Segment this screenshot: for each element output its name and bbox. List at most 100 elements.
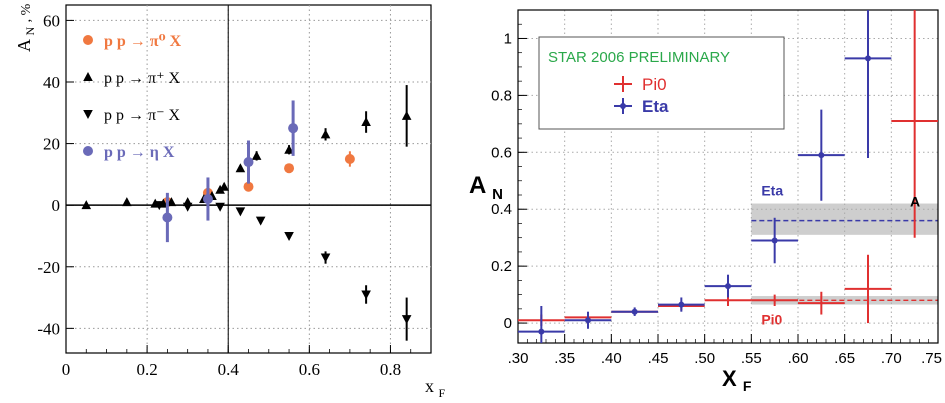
left-legend-label: p p → π⁺ X <box>104 70 181 87</box>
right-x-tick-label: .55 <box>741 350 762 367</box>
right-edge-label: A <box>910 193 920 209</box>
data-point <box>867 287 869 290</box>
left-y-tick-label: 40 <box>43 73 60 92</box>
left-x-tick-label: 0 <box>62 360 71 379</box>
left-x-tick-label: 0.2 <box>136 360 157 379</box>
left-y-tick-label: 0 <box>52 196 61 215</box>
data-point <box>344 153 355 164</box>
data-point <box>284 163 295 174</box>
right-chart: Eta Pi0 .30 .35 .40 .45 .50 .55 .60 .65 .70 .75 0 0.… <box>469 9 942 394</box>
left-series-p-p-x <box>162 100 299 243</box>
data-point <box>361 117 371 127</box>
left-tick-labels: 0 0.2 0.4 0.6 0.8 -40 -20 0 20 40 60 <box>37 11 401 379</box>
data-point <box>162 212 173 223</box>
data-point <box>166 197 177 207</box>
right-x-axis-label: X F <box>722 366 752 394</box>
data-point <box>320 129 331 139</box>
data-point <box>243 181 254 192</box>
right-x-tick-label: .60 <box>788 350 809 367</box>
data-point <box>182 202 193 212</box>
left-series <box>81 85 412 341</box>
right-x-tick-label: .40 <box>601 350 622 367</box>
right-x-tick-label: .45 <box>648 350 669 367</box>
left-y-tick-label: 20 <box>43 135 60 154</box>
data-point <box>235 163 246 173</box>
left-legend-entry: p p → π⁰ X <box>83 33 182 50</box>
right-band-label: Pi0 <box>761 312 782 328</box>
left-y-axis-label: A N , % <box>14 3 38 52</box>
left-legend-entry: p p → π⁺ X <box>83 70 181 87</box>
right-legend-label: Eta <box>642 97 669 116</box>
left-legend-marker <box>83 35 93 45</box>
left-series-p-p-x <box>162 151 355 208</box>
left-ticks <box>65 19 432 353</box>
right-y-axis-label-sub: N <box>492 186 503 203</box>
right-band-label: Eta <box>761 183 783 199</box>
left-y-axis-label-main: A <box>14 39 34 52</box>
right-annotation: STAR 2006 PRELIMINARY <box>548 49 730 66</box>
left-legend: p p → π⁰ X p p → π⁺ X p p → π⁻ X p p → η X <box>83 33 182 161</box>
data-point <box>288 123 299 134</box>
right-x-axis-label-main: X <box>722 366 737 391</box>
left-legend-label: p p → π⁰ X <box>104 33 182 50</box>
left-legend-entry: p p → η X <box>83 144 175 161</box>
right-y-tick-label: 0 <box>504 315 512 332</box>
left-y-tick-label: -20 <box>37 258 60 277</box>
data-point <box>725 283 731 290</box>
data-point <box>154 201 165 211</box>
right-x-tick-label: .75 <box>921 350 942 367</box>
right-series-eta <box>518 10 892 343</box>
right-y-axis-label-main: A <box>469 172 486 199</box>
data-point <box>771 237 778 244</box>
data-point <box>81 200 92 210</box>
right-y-tick-label: 1 <box>504 30 512 47</box>
data-point <box>235 207 246 217</box>
right-series-pi0 <box>518 10 938 326</box>
left-y-axis-label-sub: N <box>23 26 37 35</box>
data-point <box>215 184 225 194</box>
data-point <box>215 202 225 212</box>
left-legend-marker <box>83 146 93 156</box>
right-x-tick-label: .65 <box>834 350 855 367</box>
data-point <box>251 150 262 160</box>
left-series-p-p-x <box>81 85 412 210</box>
left-y-tick-label: 60 <box>43 11 60 30</box>
left-legend-label: p p → π⁻ X <box>104 107 181 124</box>
right-legend: Pi0 Eta <box>614 75 669 116</box>
right-legend-label: Pi0 <box>642 75 667 94</box>
right-x-tick-label: .50 <box>694 350 715 367</box>
data-point <box>320 253 331 263</box>
data-point <box>818 152 825 159</box>
data-point <box>773 299 776 302</box>
right-band-area <box>751 296 938 305</box>
right-y-tick-label: 0.6 <box>491 144 512 161</box>
right-x-tick-label: .35 <box>554 350 575 367</box>
left-legend-marker <box>83 72 93 81</box>
data-point <box>284 144 294 154</box>
left-legend-marker <box>83 110 93 119</box>
data-point <box>401 315 412 325</box>
data-point <box>678 301 685 308</box>
left-x-axis-label-sub: F <box>439 386 446 400</box>
left-series-p-p-x <box>154 201 412 341</box>
left-y-tick-label: -40 <box>37 319 60 338</box>
right-x-axis-label-sub: F <box>743 378 752 394</box>
right-legend-marker <box>620 103 626 109</box>
data-point <box>284 231 294 241</box>
data-point <box>243 157 254 168</box>
right-x-tick-label: .70 <box>881 350 902 367</box>
data-point <box>913 120 916 122</box>
left-x-axis-label-main: x <box>425 376 434 396</box>
data-point <box>820 302 823 305</box>
left-x-tick-label: 0.4 <box>218 360 240 379</box>
right-ticks <box>517 9 939 343</box>
right-plot-frame <box>517 9 939 344</box>
right-y-tick-label: 0.8 <box>491 87 512 104</box>
right-tick-labels: .30 .35 .40 .45 .50 .55 .60 .65 .70 .75 0 0.2 0.4 0.6… <box>491 30 942 367</box>
data-point <box>202 194 213 205</box>
left-x-tick-label: 0.8 <box>380 360 401 379</box>
data-point <box>538 328 545 335</box>
right-legend-entry: Pi0 <box>614 75 667 94</box>
right-y-axis-label: A N <box>469 172 503 203</box>
